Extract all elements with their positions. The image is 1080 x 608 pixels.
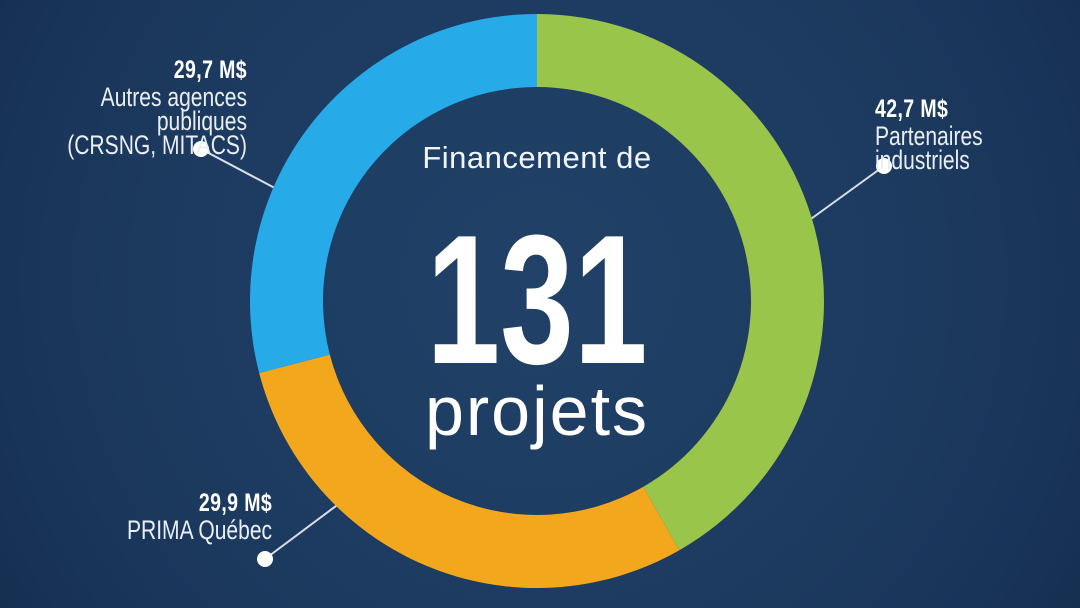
donut-ring xyxy=(249,14,825,589)
callout-prima-value: 29,9 M$ xyxy=(198,489,272,517)
callout-partenaires-industriels: 42,7 M$ Partenaires industriels xyxy=(875,95,1035,175)
callout-dot-prima-quebec xyxy=(257,551,273,567)
donut-segment-partenaires-industriels xyxy=(537,14,825,551)
callout-partenaires-name: Partenaires industriels xyxy=(875,121,983,175)
callout-partenaires-value: 42,7 M$ xyxy=(875,95,949,123)
callout-prima-name: PRIMA Québec xyxy=(126,515,272,545)
callout-dot-partenaires-industriels xyxy=(876,158,892,174)
center-number: 131 xyxy=(426,196,648,402)
donut-segment-prima-quebec xyxy=(259,354,680,589)
center-unit: projets xyxy=(424,372,650,450)
callout-autres-agences: 29,7 M$ Autres agences publiques (CRSNG,… xyxy=(54,56,247,160)
callout-autres-name: Autres agences publiques xyxy=(100,82,247,136)
callout-prima-quebec: 29,9 M$ PRIMA Québec xyxy=(126,489,272,545)
callout-autres-value: 29,7 M$ xyxy=(173,56,247,84)
center-title: Financement de xyxy=(422,140,652,175)
callout-dot-autres-agences xyxy=(193,141,209,157)
donut-segment-autres-agences-publiques-crsng-mitacs xyxy=(249,14,537,373)
callout-dots xyxy=(193,141,892,567)
callout-autres-subname: (CRSNG, MITACS) xyxy=(67,130,247,160)
